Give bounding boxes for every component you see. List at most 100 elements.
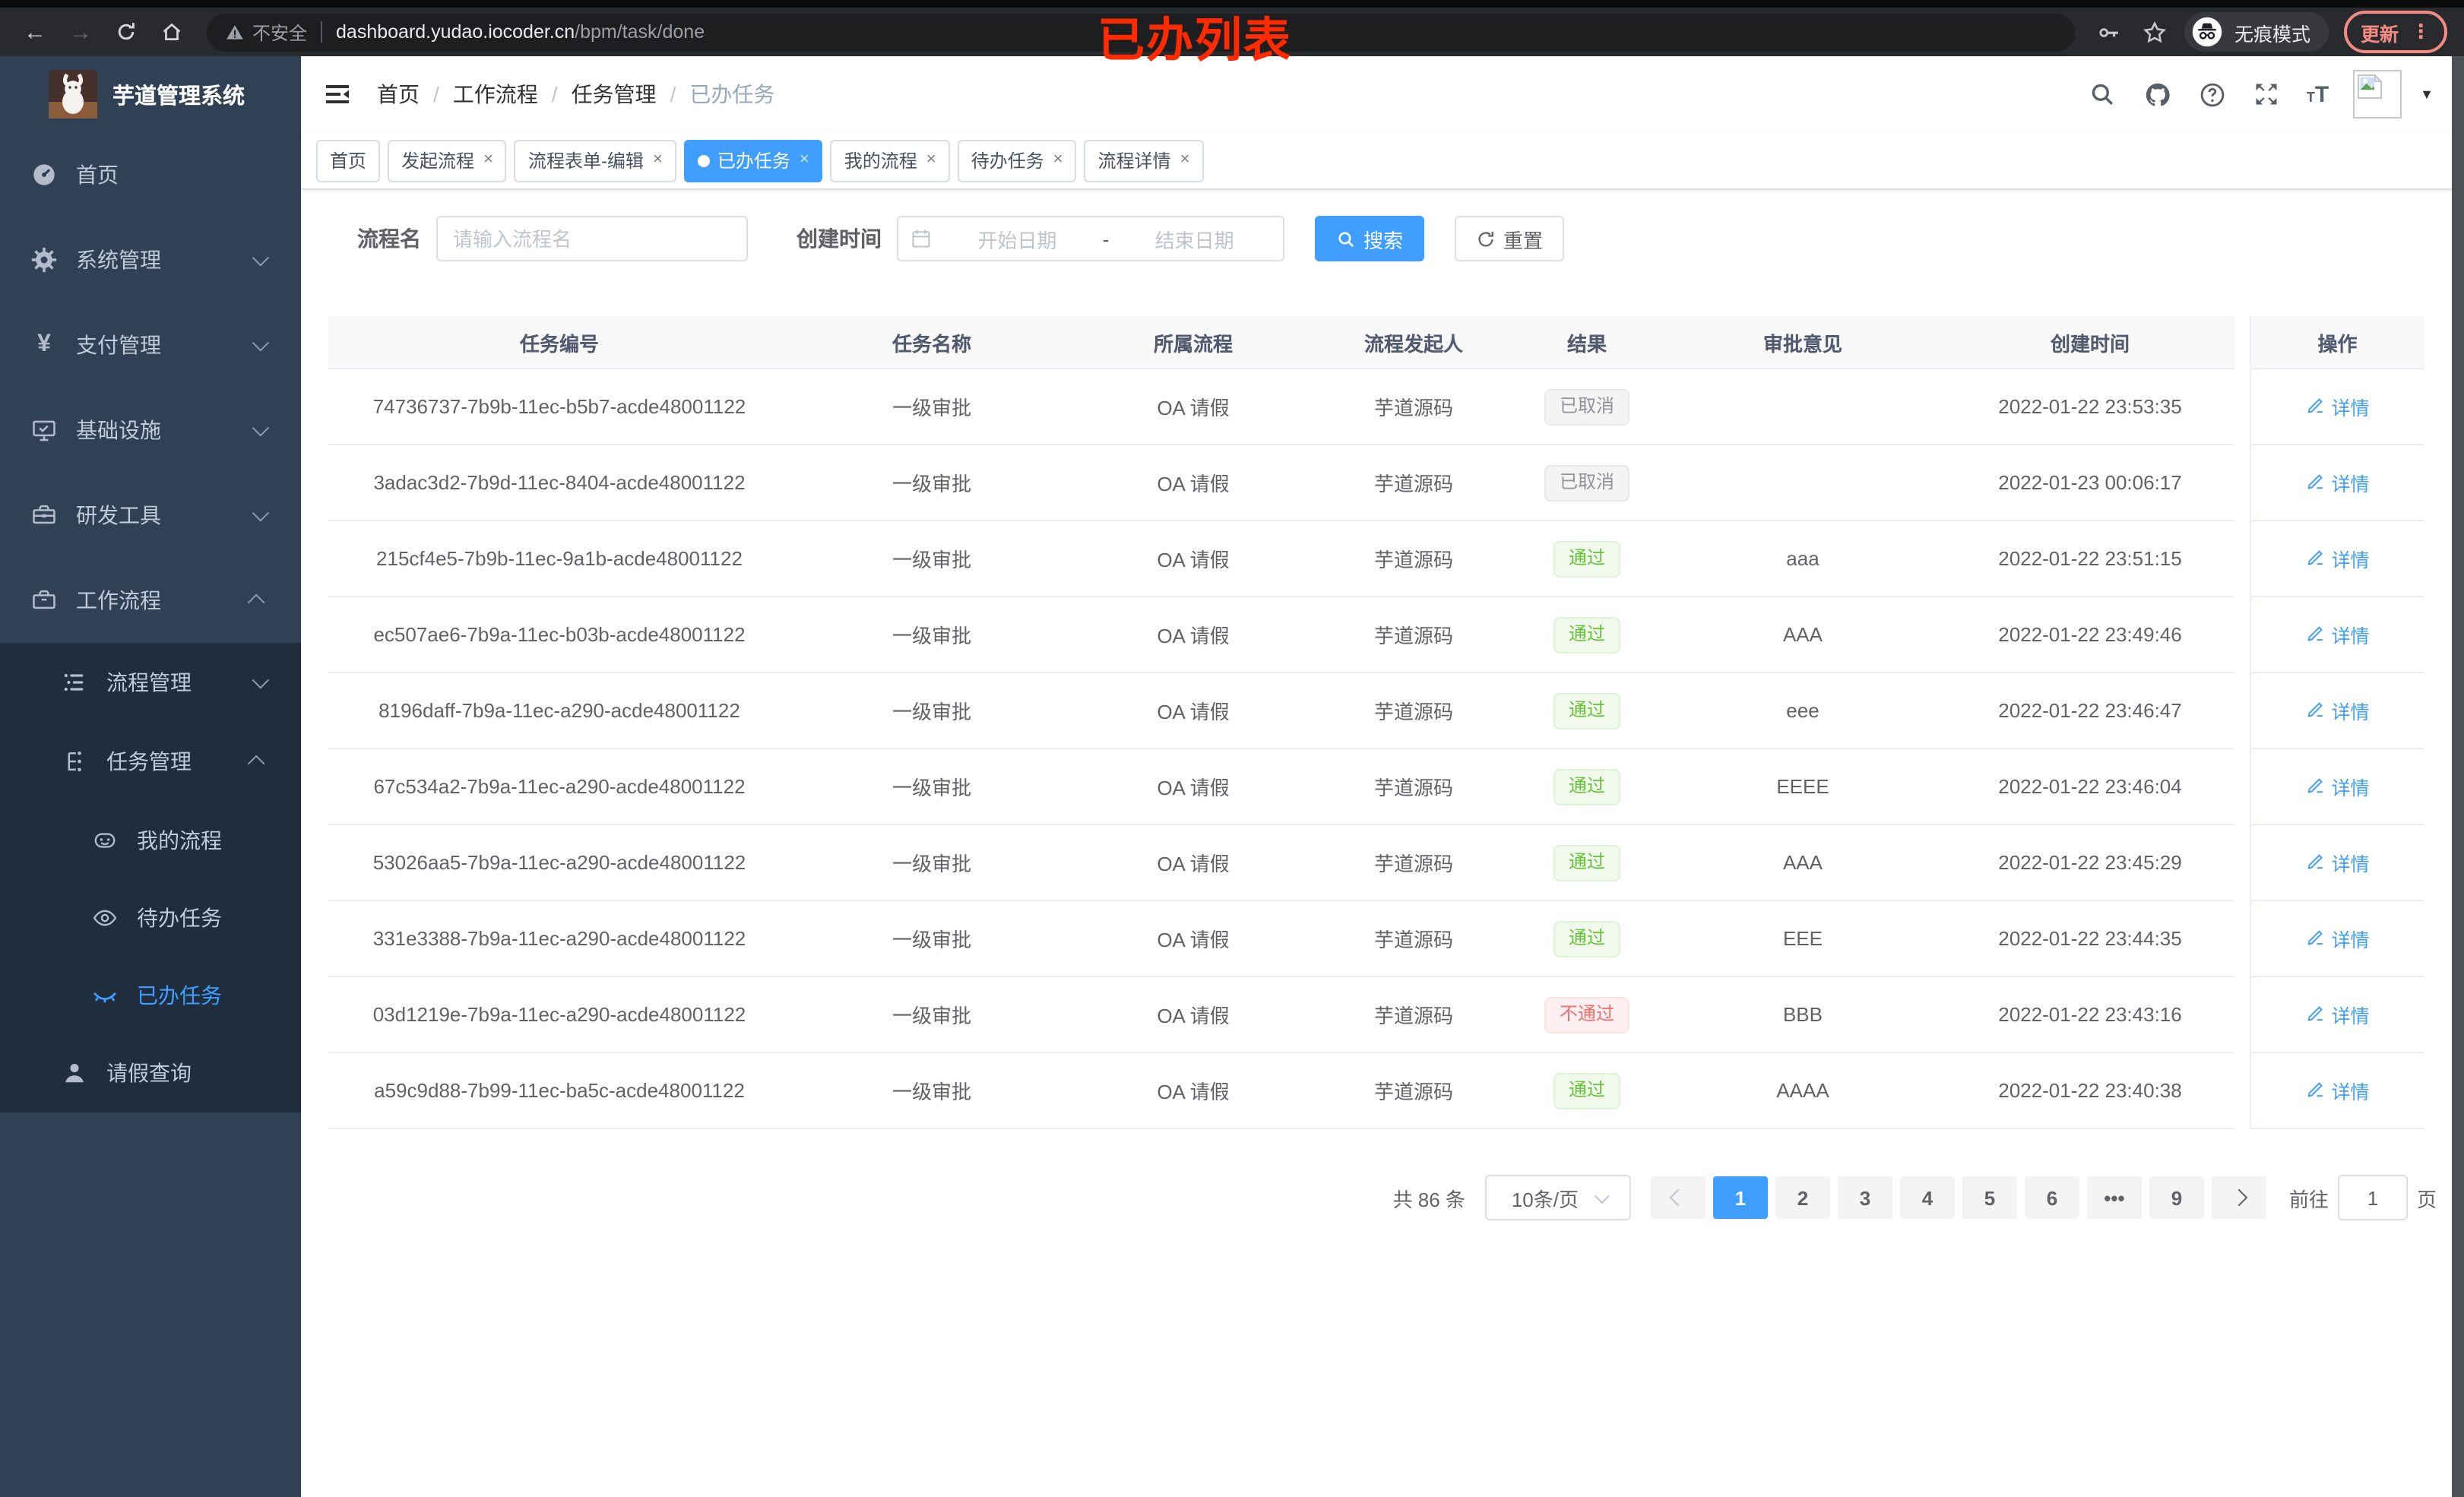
cell-starter: 芋道源码 — [1313, 369, 1514, 445]
detail-button[interactable]: 详情 — [2305, 772, 2370, 801]
tab-发起流程[interactable]: 发起流程 × — [388, 139, 507, 182]
sidebar-item-done-task[interactable]: 已办任务 — [0, 956, 301, 1033]
sidebar-collapse-button[interactable] — [322, 78, 356, 111]
sidebar-item-workflow[interactable]: 工作流程 — [0, 558, 301, 643]
browser-home-button[interactable] — [152, 12, 192, 52]
page-unit-label: 页 — [2416, 1188, 2437, 1211]
more-pages-button[interactable]: ••• — [2086, 1176, 2142, 1219]
detail-button[interactable]: 详情 — [2305, 544, 2370, 573]
sidebar-item-home[interactable]: 首页 — [0, 132, 301, 217]
address-bar[interactable]: 不安全 dashboard.yudao.iocoder.cn/bpm/task/… — [207, 13, 2075, 51]
sidebar-item-my-process[interactable]: 我的流程 — [0, 801, 301, 878]
detail-button[interactable]: 详情 — [2305, 696, 2370, 725]
close-icon[interactable]: × — [926, 150, 936, 169]
sidebar-logo[interactable]: 芋道管理系统 — [0, 56, 301, 132]
goto-page-input[interactable] — [2337, 1175, 2408, 1220]
tab-已办任务[interactable]: 已办任务 × — [683, 139, 823, 182]
status-badge: 通过 — [1553, 616, 1620, 653]
page-button-6[interactable]: 6 — [2024, 1176, 2079, 1219]
column-header-结果: 结果 — [1514, 316, 1660, 369]
gear-icon — [30, 246, 58, 274]
detail-button[interactable]: 详情 — [2305, 924, 2370, 953]
url-host: dashboard.yudao.iocoder.cn — [336, 21, 575, 43]
window-scrollbar[interactable] — [2452, 56, 2464, 1497]
detail-button[interactable]: 详情 — [2305, 1000, 2370, 1029]
password-key-button[interactable] — [2093, 17, 2124, 47]
browser-forward-button[interactable]: → — [69, 19, 92, 45]
close-icon[interactable]: × — [1053, 150, 1063, 169]
sidebar-item-infra[interactable]: 基础设施 — [0, 388, 301, 473]
process-name-input[interactable] — [436, 216, 748, 261]
detail-button[interactable]: 详情 — [2305, 848, 2370, 877]
page-button-5[interactable]: 5 — [1962, 1176, 2017, 1219]
active-tab-dot — [697, 154, 710, 166]
tab-首页[interactable]: 首页 — [316, 139, 381, 182]
detail-button[interactable]: 详情 — [2305, 468, 2370, 497]
cell-comment: aaa — [1660, 521, 1946, 597]
detail-button[interactable]: 详情 — [2305, 620, 2370, 649]
prev-page-button[interactable] — [1650, 1176, 1705, 1219]
sidebar-item-devtools[interactable]: 研发工具 — [0, 473, 301, 558]
sidebar-item-todo-task[interactable]: 待办任务 — [0, 878, 301, 956]
page-button-9[interactable]: 9 — [2149, 1176, 2204, 1219]
tab-流程详情[interactable]: 流程详情 × — [1084, 139, 1204, 182]
date-range-picker[interactable]: 开始日期 - 结束日期 — [897, 216, 1284, 261]
user-avatar[interactable] — [2353, 70, 2402, 119]
browser-menu-icon[interactable]: ⋮ — [2411, 20, 2431, 43]
cell-actions: 详情 — [2249, 521, 2424, 597]
app-title: 芋道管理系统 — [112, 84, 245, 109]
page-button-4[interactable]: 4 — [1899, 1176, 1955, 1219]
sidebar-item-process-mgmt[interactable]: 流程管理 — [0, 643, 301, 722]
page-button-2[interactable]: 2 — [1775, 1176, 1830, 1219]
dashboard-icon — [30, 161, 58, 188]
chevron-right-icon — [2230, 1188, 2248, 1207]
sidebar-item-leave-query[interactable]: 请假查询 — [0, 1033, 301, 1112]
breadcrumb-workflow[interactable]: 工作流程 — [452, 82, 538, 106]
detail-button[interactable]: 详情 — [2305, 1076, 2370, 1105]
sidebar-item-payment[interactable]: ¥ 支付管理 — [0, 302, 301, 388]
warning-icon — [226, 24, 243, 39]
column-header-审批意见: 审批意见 — [1660, 316, 1946, 369]
security-status[interactable]: 不安全 — [225, 19, 307, 45]
help-button[interactable] — [2197, 79, 2228, 109]
page-button-1[interactable]: 1 — [1712, 1176, 1768, 1219]
start-date-placeholder[interactable]: 开始日期 — [977, 229, 1057, 252]
close-icon[interactable]: × — [799, 150, 809, 169]
end-date-placeholder[interactable]: 结束日期 — [1154, 229, 1234, 252]
cell-starter: 芋道源码 — [1313, 748, 1514, 825]
hamburger-fold-icon — [326, 85, 349, 103]
browser-update-button[interactable]: 更新 ⋮ — [2344, 11, 2448, 53]
browser-refresh-button[interactable] — [106, 12, 146, 52]
close-icon[interactable]: × — [1180, 150, 1190, 169]
reset-button[interactable]: 重置 — [1455, 216, 1565, 261]
annotation-done-list: 已办列表 — [1097, 14, 1292, 67]
table-row: a59c9d88-7b99-11ec-ba5c-acde48001122 一级审批… — [328, 1052, 2424, 1129]
close-icon[interactable]: × — [483, 150, 493, 169]
close-icon[interactable]: × — [652, 150, 663, 169]
tab-流程表单-编辑[interactable]: 流程表单-编辑 × — [514, 139, 676, 182]
browser-back-button[interactable]: ← — [24, 19, 46, 45]
table-body: 74736737-7b9b-11ec-b5b7-acde48001122 一级审批… — [328, 369, 2424, 1129]
table-row: 331e3388-7b9a-11ec-a290-acde48001122 一级审批… — [328, 900, 2424, 977]
avatar-dropdown-caret-icon[interactable]: ▼ — [2420, 87, 2434, 102]
next-page-button[interactable] — [2211, 1176, 2266, 1219]
search-button[interactable] — [2088, 79, 2118, 109]
fullscreen-button[interactable] — [2252, 79, 2282, 109]
sidebar-item-system[interactable]: 系统管理 — [0, 217, 301, 302]
fixed-column-gap — [2234, 673, 2250, 748]
tab-待办任务[interactable]: 待办任务 × — [957, 139, 1077, 182]
detail-button[interactable]: 详情 — [2305, 392, 2370, 421]
page-button-3[interactable]: 3 — [1837, 1176, 1892, 1219]
column-header-流程发起人: 流程发起人 — [1313, 316, 1514, 369]
tab-我的流程[interactable]: 我的流程 × — [830, 139, 950, 182]
github-button[interactable] — [2143, 79, 2173, 109]
search-button-form[interactable]: 搜索 — [1315, 216, 1425, 261]
breadcrumb-home[interactable]: 首页 — [377, 82, 420, 106]
bookmark-star-button[interactable] — [2139, 17, 2169, 47]
sidebar-item-task-mgmt[interactable]: 任务管理 — [0, 722, 301, 801]
fixed-column-gap — [2234, 1052, 2250, 1128]
breadcrumb-task-mgmt[interactable]: 任务管理 — [571, 82, 657, 106]
page-size-select[interactable]: 10条/页 — [1484, 1175, 1631, 1220]
status-badge: 不通过 — [1544, 996, 1629, 1033]
